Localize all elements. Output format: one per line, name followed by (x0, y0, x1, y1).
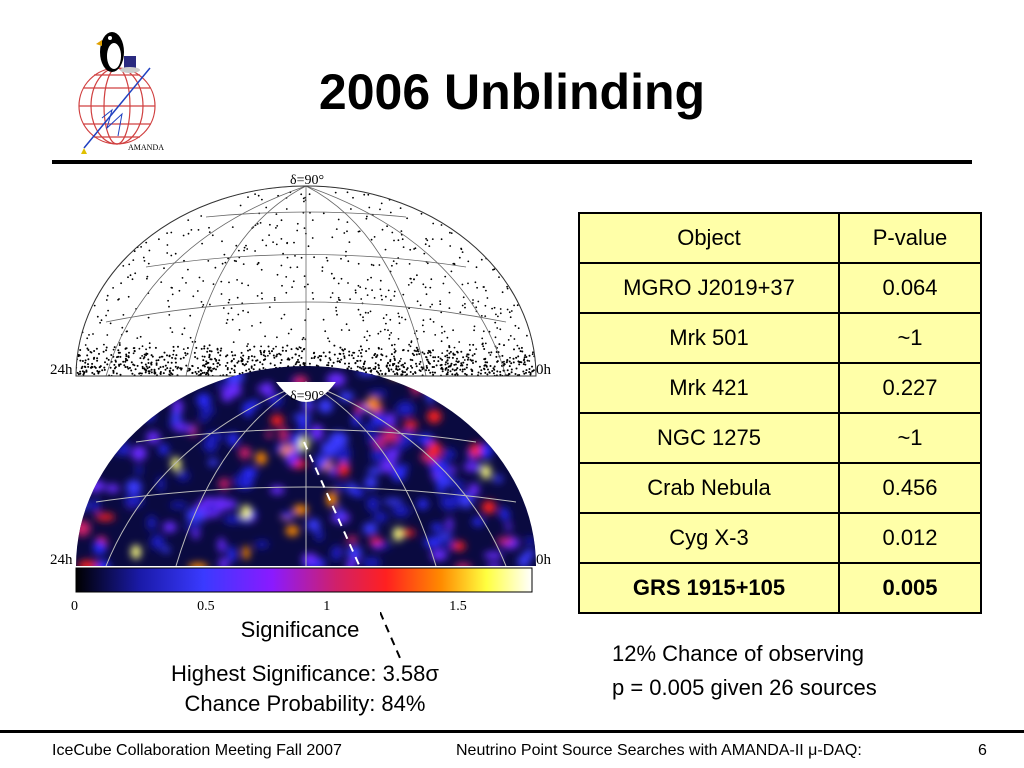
pvalue-cell: 0.005 (838, 562, 982, 614)
logo-text: AMANDA (128, 143, 164, 152)
table-row: Mrk 421 0.227 (578, 362, 982, 414)
table-row: MGRO J2019+37 0.064 (578, 262, 982, 314)
ra-left-label: 24h (50, 362, 73, 378)
object-cell: NGC 1275 (578, 412, 840, 464)
amanda-logo-icon: AMANDA (78, 32, 164, 154)
footer-left-text: IceCube Collaboration Meeting Fall 2007 (52, 742, 342, 759)
page-number: 6 (978, 742, 987, 759)
object-cell: MGRO J2019+37 (578, 262, 840, 314)
footer-divider (0, 730, 1024, 733)
footer-center-text: Neutrino Point Source Searches with AMAN… (456, 742, 862, 759)
table-row: Cyg X-3 0.012 (578, 512, 982, 564)
table-row-highlight: GRS 1915+105 0.005 (578, 562, 982, 614)
chance-observing-text: 12% Chance of observing (612, 641, 864, 666)
declination-label-2: δ=90° (290, 389, 324, 404)
colorbar (75, 567, 533, 593)
event-map (75, 185, 537, 377)
object-cell: Crab Nebula (578, 462, 840, 514)
header-pvalue: P-value (838, 212, 982, 264)
object-cell: Cyg X-3 (578, 512, 840, 564)
object-cell: GRS 1915+105 (578, 562, 840, 614)
title-divider (52, 160, 972, 164)
header-object: Object (578, 212, 840, 264)
colorbar-tick-label: 0 (71, 599, 78, 614)
ra-right-label: 0h (536, 362, 552, 378)
table-header-row: Object P-value (578, 212, 982, 264)
pvalue-cell: 0.456 (838, 462, 982, 514)
table-row: NGC 1275 ~1 (578, 412, 982, 464)
given-sources-text: p = 0.005 given 26 sources (612, 675, 877, 700)
pvalue-cell: 0.227 (838, 362, 982, 414)
pvalue-table: Object P-value MGRO J2019+37 0.064 Mrk 5… (578, 212, 982, 614)
pvalue-cell: ~1 (838, 412, 982, 464)
ra-left-label-2: 24h (50, 552, 73, 568)
colorbar-tick-label: 1.5 (449, 599, 467, 614)
pvalue-cell: 0.012 (838, 512, 982, 564)
declination-label: δ=90° (290, 173, 324, 188)
chance-probability-text: Chance Probability: 84% (184, 691, 426, 716)
object-cell: Mrk 501 (578, 312, 840, 364)
colorbar-tick-label: 1 (323, 599, 330, 614)
sky-maps-figure: δ=90° 24h 0h δ=90° 24h 0h 00.511.522.533… (50, 173, 552, 618)
slide-title: 2006 Unblinding (318, 64, 706, 120)
significance-label: Significance (240, 617, 360, 642)
table-row: Mrk 501 ~1 (578, 312, 982, 364)
colorbar-tick-label: 0.5 (197, 599, 215, 614)
object-cell: Mrk 421 (578, 362, 840, 414)
pvalue-cell: 0.064 (838, 262, 982, 314)
pvalue-cell: ~1 (838, 312, 982, 364)
table-row: Crab Nebula 0.456 (578, 462, 982, 514)
ra-right-label-2: 0h (536, 552, 552, 568)
highest-significance-text: Highest Significance: 3.58σ (171, 661, 439, 686)
